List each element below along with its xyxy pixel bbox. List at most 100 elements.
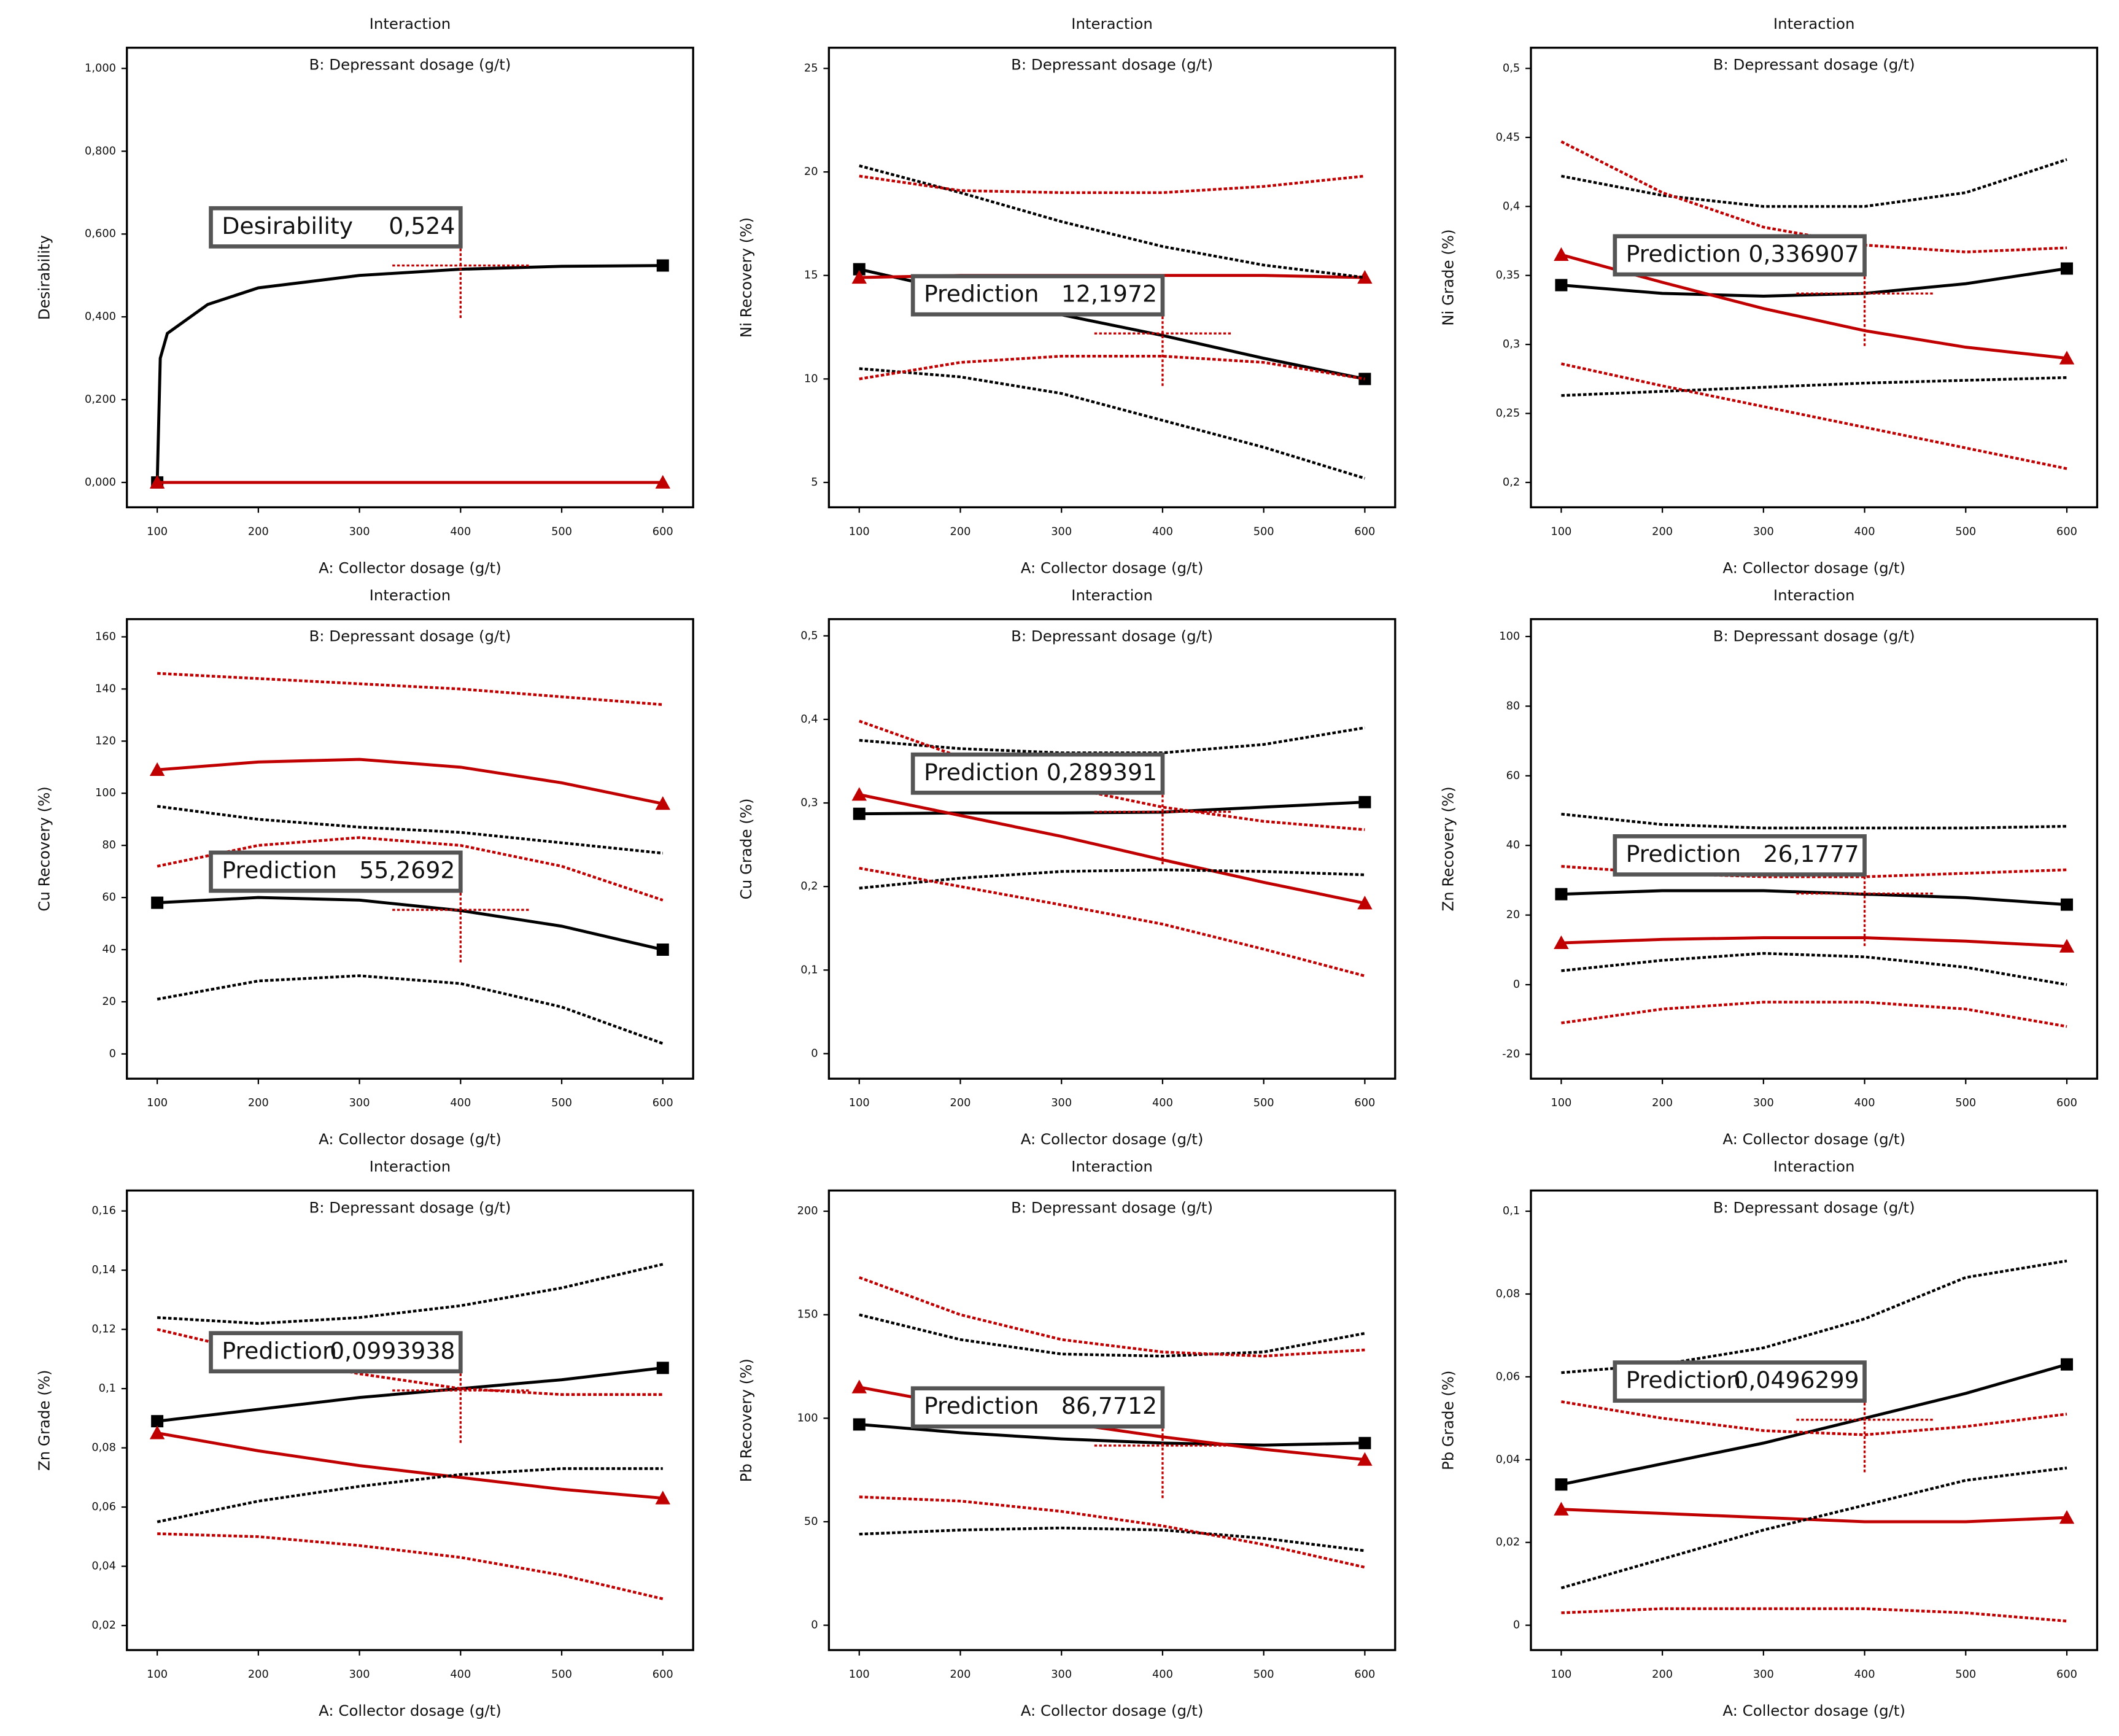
point-marker	[655, 1490, 670, 1505]
point-marker	[853, 807, 866, 820]
x-tick-label: 300	[1051, 1668, 1072, 1681]
annotation-box	[910, 752, 1165, 795]
plot-frame	[126, 1189, 694, 1651]
point-marker	[2059, 939, 2075, 953]
point-marker	[853, 1418, 866, 1431]
plot-frame	[1530, 47, 2099, 509]
annotation-label: Prediction	[222, 1337, 337, 1364]
annotation-box	[1613, 1360, 1867, 1403]
confidence-line	[1560, 158, 2067, 208]
y-tick-label: 120	[95, 735, 116, 747]
plot-frame	[1530, 1189, 2099, 1651]
y-axis-label: Ni Grade (%)	[1439, 229, 1457, 325]
y-tick-label: 0,12	[91, 1323, 116, 1336]
confidence-line	[859, 174, 1365, 195]
annotation-value: 0,0993938	[330, 1337, 455, 1364]
y-tick-label: 80	[102, 839, 116, 851]
annotation-box	[1613, 834, 1867, 877]
point-marker	[851, 269, 867, 284]
annotation-value: 55,2692	[359, 856, 455, 883]
x-tick-label: 500	[1253, 1668, 1274, 1681]
confidence-line	[859, 868, 1365, 890]
x-tick-label: 200	[950, 1668, 971, 1681]
confidence-line	[858, 1276, 1365, 1358]
point-marker	[1357, 896, 1373, 910]
point-marker	[851, 787, 867, 801]
y-tick-label: 200	[797, 1205, 818, 1217]
point-marker	[1358, 1436, 1371, 1449]
confidence-line	[859, 719, 1365, 831]
y-tick-label: 0,02	[1496, 1536, 1520, 1549]
y-tick-label: 0,35	[1496, 269, 1520, 282]
x-tick-label: 500	[1955, 525, 1976, 538]
y-tick-label: 40	[102, 944, 116, 956]
y-tick-label: 50	[804, 1516, 818, 1528]
annotation-value: 86,7712	[1061, 1392, 1157, 1419]
annotation-label: Prediction	[1626, 240, 1741, 267]
y-tick-label: 0,4	[1503, 200, 1520, 212]
x-tick-label: 600	[1354, 1668, 1375, 1681]
y-axis-label: Pb Recovery (%)	[737, 1358, 755, 1482]
annotation-value: 0,524	[389, 212, 455, 239]
y-tick-label: 0,2	[1503, 476, 1520, 489]
x-tick-label: 100	[147, 525, 168, 538]
point-marker	[151, 896, 164, 909]
point-marker	[1555, 888, 1568, 901]
y-tick-label: 5	[811, 476, 818, 489]
point-marker	[1554, 935, 1569, 950]
series-line	[1560, 253, 2067, 360]
x-tick-label: 300	[349, 525, 370, 538]
legend-title: B: Depressant dosage (g/t)	[1713, 56, 1915, 74]
y-axis-label: Cu Recovery (%)	[35, 786, 53, 912]
x-tick-label: 400	[1152, 1097, 1173, 1109]
y-tick-label: 0,800	[85, 145, 116, 157]
confidence-line	[1561, 812, 2067, 830]
x-tick-label: 200	[950, 1097, 971, 1109]
y-tick-label: 0,5	[1503, 62, 1520, 74]
series-line	[1561, 936, 2067, 948]
annotation-label: Prediction	[924, 1392, 1039, 1419]
x-axis-label: A: Collector dosage (g/t)	[1722, 1130, 1905, 1148]
series-line	[859, 800, 1365, 816]
y-tick-label: 80	[1506, 700, 1520, 712]
point-marker	[149, 475, 165, 489]
x-axis-label: A: Collector dosage (g/t)	[319, 1130, 502, 1148]
chart-title: Interaction	[370, 15, 451, 33]
y-tick-label: 100	[1499, 630, 1520, 643]
x-tick-label: 600	[653, 525, 673, 538]
x-tick-label: 500	[551, 1097, 572, 1109]
annotation-box	[209, 1331, 463, 1374]
y-axis-label: Cu Grade (%)	[737, 798, 755, 899]
point-marker	[2059, 351, 2075, 365]
y-tick-label: 0,02	[91, 1619, 116, 1632]
point-marker	[1554, 247, 1569, 261]
point-marker	[1358, 373, 1371, 386]
confidence-line	[157, 836, 664, 902]
confidence-line	[157, 974, 664, 1045]
point-marker	[2061, 1358, 2074, 1371]
y-tick-label: 0	[811, 1047, 818, 1060]
x-tick-label: 200	[248, 525, 269, 538]
x-axis-label: A: Collector dosage (g/t)	[1021, 559, 1204, 576]
y-tick-label: 0,1	[800, 964, 818, 976]
confidence-line	[859, 1313, 1365, 1358]
confidence-line	[1561, 376, 2067, 397]
series-line	[1561, 267, 2067, 298]
point-marker	[151, 1415, 164, 1428]
x-tick-label: 400	[450, 1097, 471, 1109]
y-tick-label: 0,400	[85, 311, 116, 323]
x-tick-label: 600	[653, 1668, 673, 1681]
chart-title: Interaction	[1071, 1158, 1153, 1176]
chart-title: Interaction	[370, 586, 451, 604]
y-tick-label: 0,25	[1496, 408, 1520, 420]
x-tick-label: 100	[1551, 1097, 1571, 1109]
x-tick-label: 400	[450, 1668, 471, 1681]
x-axis-label: A: Collector dosage (g/t)	[319, 559, 502, 576]
point-marker	[656, 1362, 669, 1374]
y-tick-label: 0,5	[800, 630, 818, 642]
annotation-value: 26,1777	[1763, 840, 1859, 867]
plot-frame	[126, 47, 694, 509]
chart-title: Interaction	[1071, 586, 1153, 604]
confidence-line	[1561, 1607, 2067, 1623]
x-tick-label: 100	[147, 1668, 168, 1681]
